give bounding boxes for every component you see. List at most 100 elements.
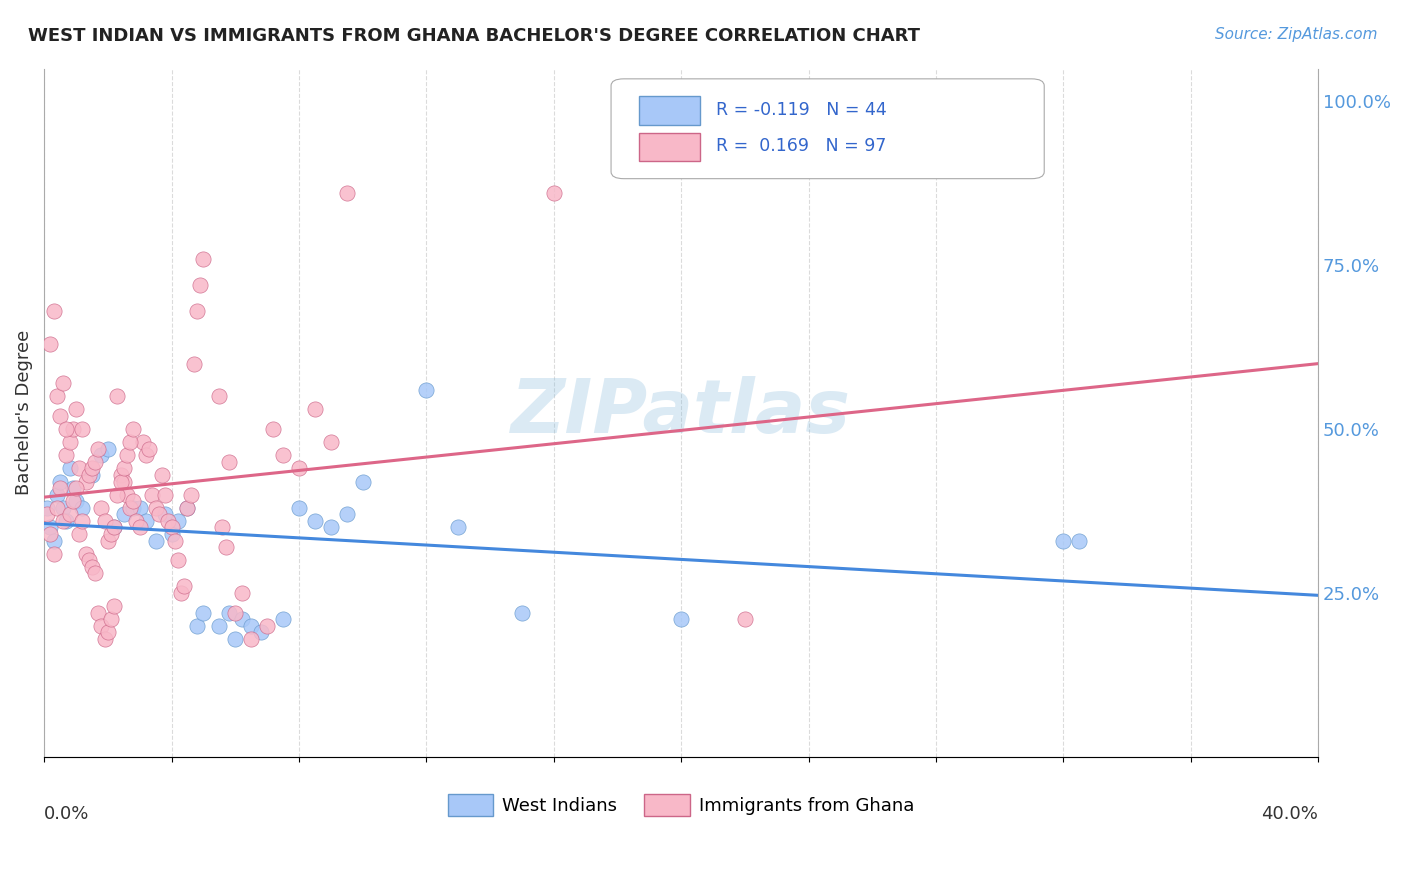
Point [65, 481, 87, 495]
Point [49, 481, 72, 495]
Legend: West Indians, Immigrants from Ghana: West Indians, Immigrants from Ghana [441, 787, 921, 823]
Point [62, 422, 84, 436]
Point [77, 553, 100, 567]
Point [352, 475, 374, 489]
Point [543, 186, 565, 200]
Point [58, 461, 80, 475]
Point [52, 514, 75, 528]
Point [183, 357, 205, 371]
Point [110, 468, 132, 483]
Point [97, 533, 120, 548]
Point [122, 500, 145, 515]
Point [122, 494, 145, 508]
Point [186, 619, 208, 633]
Point [240, 632, 263, 646]
Point [103, 520, 125, 534]
Point [262, 422, 284, 436]
Point [193, 252, 215, 266]
Point [115, 488, 138, 502]
Point [62, 481, 84, 495]
Point [1052, 533, 1074, 548]
Point [447, 520, 470, 534]
Point [112, 475, 135, 489]
Point [105, 488, 128, 502]
Point [145, 500, 167, 515]
Point [132, 435, 155, 450]
Point [80, 559, 103, 574]
Point [55, 514, 77, 528]
Point [75, 547, 97, 561]
Point [103, 599, 125, 614]
Point [163, 533, 186, 548]
Point [75, 475, 97, 489]
Point [45, 389, 67, 403]
Point [58, 508, 80, 522]
Point [84, 455, 107, 469]
Point [62, 494, 84, 508]
FancyBboxPatch shape [640, 96, 700, 125]
Point [112, 461, 135, 475]
Point [55, 448, 77, 462]
Text: 0.0%: 0.0% [44, 805, 90, 823]
Point [80, 468, 103, 483]
Text: R =  0.169   N = 97: R = 0.169 N = 97 [716, 137, 886, 155]
Point [319, 435, 342, 450]
Point [39, 520, 62, 534]
Point [153, 488, 176, 502]
Point [141, 488, 163, 502]
Point [110, 475, 132, 489]
Point [97, 442, 120, 456]
Point [37, 500, 59, 515]
Text: R = -0.119   N = 44: R = -0.119 N = 44 [716, 101, 886, 119]
Point [256, 619, 278, 633]
Point [72, 514, 94, 528]
Point [49, 475, 72, 489]
Point [105, 389, 128, 403]
Point [55, 422, 77, 436]
Point [415, 383, 437, 397]
Point [84, 566, 107, 581]
Point [135, 448, 157, 462]
Point [167, 553, 190, 567]
Point [186, 304, 208, 318]
Point [90, 500, 112, 515]
Point [120, 500, 142, 515]
Point [93, 514, 115, 528]
Point [42, 304, 65, 318]
Point [160, 527, 183, 541]
Point [45, 488, 67, 502]
Point [112, 508, 135, 522]
Point [224, 632, 246, 646]
Point [157, 514, 180, 528]
Point [153, 508, 176, 522]
Point [218, 455, 240, 469]
Text: WEST INDIAN VS IMMIGRANTS FROM GHANA BACHELOR'S DEGREE CORRELATION CHART: WEST INDIAN VS IMMIGRANTS FROM GHANA BAC… [28, 27, 920, 45]
Text: Source: ZipAtlas.com: Source: ZipAtlas.com [1215, 27, 1378, 42]
Point [115, 448, 138, 462]
Point [138, 442, 160, 456]
Text: 40.0%: 40.0% [1261, 805, 1319, 823]
FancyBboxPatch shape [612, 78, 1045, 178]
Point [90, 448, 112, 462]
Point [49, 409, 72, 423]
Point [214, 540, 236, 554]
Point [120, 435, 142, 450]
Point [180, 488, 202, 502]
Point [304, 514, 326, 528]
Point [211, 520, 233, 534]
Point [58, 435, 80, 450]
Point [93, 632, 115, 646]
Point [669, 612, 692, 626]
Point [288, 461, 311, 475]
Point [125, 514, 148, 528]
Point [176, 500, 198, 515]
Point [319, 520, 342, 534]
Text: ZIPatlas: ZIPatlas [512, 376, 851, 450]
Point [208, 619, 231, 633]
Point [39, 527, 62, 541]
Point [90, 619, 112, 633]
Point [128, 520, 150, 534]
FancyBboxPatch shape [640, 133, 700, 161]
Point [193, 606, 215, 620]
Point [67, 527, 90, 541]
